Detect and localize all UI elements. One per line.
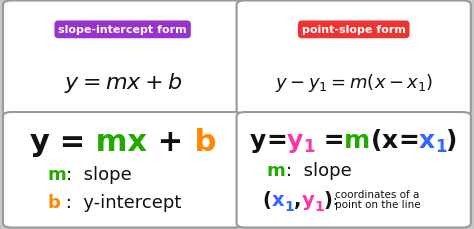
Text: =: = xyxy=(266,128,287,152)
Text: y: y xyxy=(301,190,314,209)
Text: x: x xyxy=(272,190,284,209)
Text: ,: , xyxy=(294,190,301,209)
Text: :: : xyxy=(333,193,337,207)
FancyBboxPatch shape xyxy=(3,112,242,228)
Text: coordinates of a: coordinates of a xyxy=(335,190,419,199)
Text: (: ( xyxy=(370,128,382,152)
Text: +: + xyxy=(147,128,183,157)
Text: 1: 1 xyxy=(314,199,324,213)
Text: 1: 1 xyxy=(303,138,315,155)
Text: =: = xyxy=(49,128,85,157)
Text: point-slope form: point-slope form xyxy=(302,25,406,35)
Text: slope-intercept form: slope-intercept form xyxy=(58,25,187,35)
Text: x: x xyxy=(382,128,398,152)
Text: ): ) xyxy=(324,190,333,209)
FancyBboxPatch shape xyxy=(3,1,242,117)
Text: m: m xyxy=(267,161,286,179)
Text: x: x xyxy=(419,128,435,152)
Text: m: m xyxy=(344,128,370,152)
Text: y: y xyxy=(29,128,49,157)
FancyBboxPatch shape xyxy=(237,112,471,228)
Text: b: b xyxy=(47,193,60,211)
FancyBboxPatch shape xyxy=(237,1,471,117)
Text: $y - y_1 = m(x - x_1)$: $y - y_1 = m(x - x_1)$ xyxy=(274,71,433,93)
Text: y: y xyxy=(287,128,303,152)
Text: =: = xyxy=(398,128,419,152)
Text: mx: mx xyxy=(85,128,147,157)
Text: :  slope: : slope xyxy=(66,165,132,183)
Text: ): ) xyxy=(447,128,458,152)
Text: b: b xyxy=(183,128,216,157)
Text: $y = mx + b$: $y = mx + b$ xyxy=(64,71,182,94)
Text: m: m xyxy=(47,165,66,183)
Text: point on the line: point on the line xyxy=(335,199,420,209)
Text: 1: 1 xyxy=(284,199,294,213)
Text: =: = xyxy=(315,128,344,152)
Text: 1: 1 xyxy=(435,138,447,155)
Text: (: ( xyxy=(263,190,272,209)
Text: y: y xyxy=(250,128,266,152)
Text: :  slope: : slope xyxy=(286,161,352,179)
Text: :  y-intercept: : y-intercept xyxy=(60,193,182,211)
